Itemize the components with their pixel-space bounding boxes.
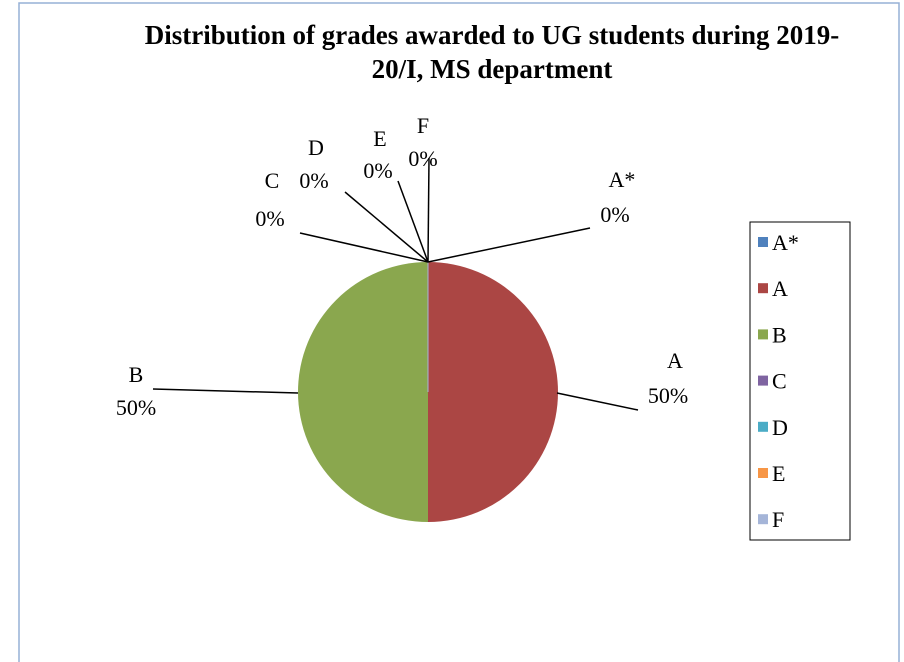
slice-value-label: 0% — [363, 158, 392, 183]
legend-swatch — [758, 514, 768, 525]
leader-line — [344, 191, 429, 263]
chart-frame — [18, 2, 900, 662]
slice-label: E — [373, 126, 386, 151]
pie-slice — [428, 262, 558, 522]
slice-value-label: 50% — [648, 383, 688, 408]
legend-label: A* — [772, 230, 799, 255]
slice-value-label: 0% — [255, 206, 284, 231]
slice-label: B — [129, 362, 144, 387]
slice-value-label: 0% — [600, 202, 629, 227]
slice-label: A* — [609, 167, 636, 192]
slice-value-label: 0% — [299, 168, 328, 193]
slice-value-label: 50% — [116, 395, 156, 420]
legend-label: B — [772, 322, 787, 347]
slice-label: D — [308, 135, 324, 160]
legend-label: F — [772, 507, 784, 532]
legend-swatch — [758, 329, 768, 340]
leader-line — [556, 392, 639, 411]
legend-label: A — [772, 276, 788, 301]
legend-label: D — [772, 415, 788, 440]
legend-label: E — [772, 461, 785, 486]
leader-line — [299, 232, 429, 263]
legend-label: C — [772, 369, 787, 394]
legend-swatch — [758, 375, 768, 386]
leader-line — [427, 227, 591, 263]
legend-swatch — [758, 468, 768, 478]
slice-value-label: 0% — [408, 146, 437, 171]
slice-label: F — [417, 113, 429, 138]
legend-swatch — [758, 283, 768, 294]
slice-label: A — [667, 348, 683, 373]
chart-title: Distribution of grades awarded to UG stu… — [144, 20, 840, 84]
leader-line — [427, 157, 430, 263]
pie-slice — [298, 262, 428, 522]
leader-line — [397, 180, 429, 263]
legend-swatch — [758, 421, 768, 432]
slice-label: C — [265, 168, 280, 193]
legend-swatch — [758, 237, 768, 247]
leader-line — [152, 388, 299, 394]
